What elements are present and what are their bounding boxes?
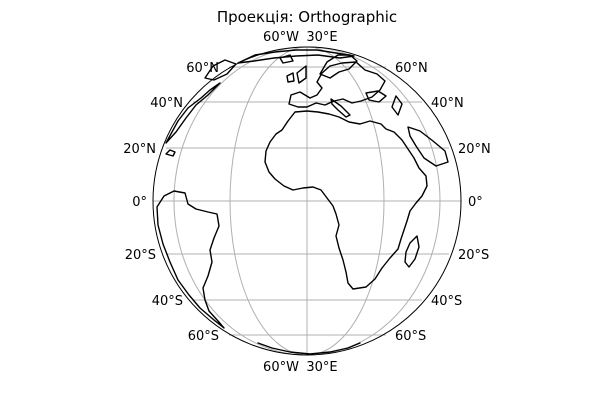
lon-label-top-left: 60°W <box>263 30 299 45</box>
lat-label-right-60n: 60°N <box>395 61 428 76</box>
coastline-africa <box>264 110 428 290</box>
coastline-canada <box>165 82 221 144</box>
coastline-british-isles <box>296 65 307 84</box>
lat-label-right-20n: 20°N <box>458 142 491 157</box>
lon-label-bottom-right: 30°E <box>306 360 337 375</box>
lat-label-left-20s: 20°S <box>125 248 156 263</box>
coastline-scandinavia <box>319 54 358 79</box>
lat-label-left-20n: 20°N <box>123 142 156 157</box>
lon-label-bottom-left: 60°W <box>263 360 299 375</box>
coastline-ireland <box>286 72 295 83</box>
lat-label-right-20s: 20°S <box>458 248 489 263</box>
coastline-arabia <box>407 126 449 167</box>
lat-label-right-40s: 40°S <box>431 294 462 309</box>
lat-label-right-40n: 40°N <box>431 96 464 111</box>
lat-label-left-60s: 60°S <box>188 329 219 344</box>
coastline-europe <box>288 61 386 108</box>
lat-label-left-60n: 60°N <box>186 61 219 76</box>
globe-outline <box>152 46 462 356</box>
lat-label-right-0: 0° <box>468 195 483 210</box>
coastline-arctic <box>237 49 355 64</box>
lon-label-top-right: 30°E <box>306 30 337 45</box>
coastline-antarctica <box>257 342 361 355</box>
coastline-italy <box>330 98 351 118</box>
lat-label-right-60s: 60°S <box>395 329 426 344</box>
coastline-madagascar <box>404 235 420 268</box>
coastline-iceland <box>279 54 294 64</box>
map-title: Проекція: Orthographic <box>217 8 397 26</box>
lat-label-left-40s: 40°S <box>152 294 183 309</box>
lat-label-left-40n: 40°N <box>150 96 183 111</box>
coastline-south-america <box>156 190 225 329</box>
lat-label-left-0: 0° <box>132 195 147 210</box>
coastline-north-america <box>165 149 176 157</box>
coastlines <box>156 49 449 355</box>
coastline-caspian <box>391 95 403 116</box>
coastline-black-sea <box>365 90 387 103</box>
graticule <box>153 46 461 356</box>
